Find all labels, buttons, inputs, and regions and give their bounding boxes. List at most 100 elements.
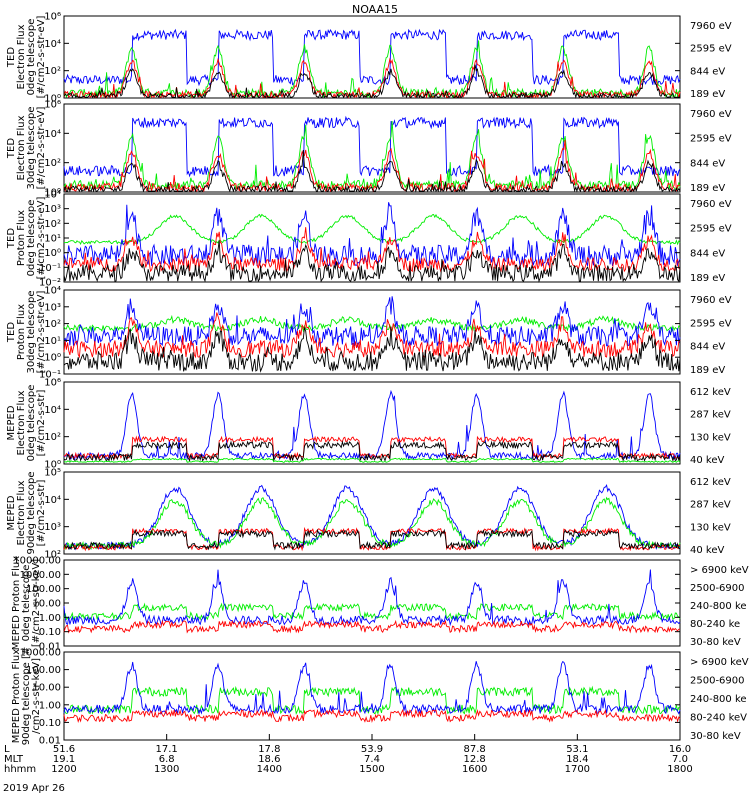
y-axis-label-line: Proton Flux (16, 304, 27, 360)
y-tick-label: 10⁶ (44, 378, 61, 389)
series-traces (63, 569, 681, 634)
legend-entry: 2595 eV (690, 224, 732, 235)
y-axis-label-line: [#/cm2-s-str] (36, 479, 47, 546)
legend-entry: 2595 eV (690, 44, 732, 55)
series-line-green (63, 120, 681, 191)
series-line-blue (63, 569, 681, 627)
y-axis-label-line: TED (6, 228, 17, 249)
y-tick-label: 10² (44, 550, 61, 561)
x-tick-label: 1300 (154, 764, 179, 775)
y-tick-label: 10³ (44, 204, 61, 215)
series-traces (63, 483, 681, 552)
y-axis-label-line: Electron Flux (16, 24, 27, 89)
series-line-red (63, 312, 681, 359)
y-tick-label: 10⁻² (39, 278, 61, 289)
x-tick-label: 1200 (51, 764, 76, 775)
x-tick-label: 18.4 (566, 754, 588, 765)
figure-title: NOAA15 (352, 3, 398, 16)
legend-entry: 130 keV (690, 432, 731, 443)
plot-frame (63, 471, 681, 555)
legend-entry: 40 keV (690, 545, 724, 556)
series-line-green (63, 314, 681, 333)
series-traces (63, 296, 681, 373)
y-tick-label: 10⁴ (44, 405, 61, 416)
legend-entry: 240-800 ke (690, 694, 747, 705)
legend-entry: 7960 eV (690, 199, 732, 210)
y-tick-label: 10² (44, 66, 61, 77)
y-tick-label: 10⁴ (44, 39, 61, 50)
y-tick-label: 10³ (44, 302, 61, 313)
legend-entry: 80-240 keV (690, 713, 747, 724)
x-tick-label: 12.8 (464, 754, 486, 765)
legend-entry: 2500-6900 (690, 583, 745, 594)
y-tick-label: 10⁵ (44, 468, 61, 479)
legend-entry: 80-240 ke (690, 619, 740, 630)
y-axis-label-line: [#/cm2-s-str-keV] (31, 559, 42, 647)
y-axis-label-line: Electron Flux (16, 390, 27, 455)
y-tick-label: 1.00 (39, 613, 61, 624)
y-axis-label-line: [#/cm2-s-str-eV] (36, 16, 47, 99)
x-tick-label: 1700 (565, 764, 590, 775)
y-axis-label-line: Electron Flux (16, 115, 27, 180)
legend-entry: 2595 eV (690, 318, 732, 329)
legend-entry: 7960 eV (690, 295, 732, 306)
y-axis-label-line: [#/cm2-s-str-eV] (36, 197, 47, 280)
plot-frame (63, 381, 681, 465)
legend-entry: 844 eV (690, 66, 725, 77)
y-axis-label-line: 90deg telescope (26, 471, 37, 554)
legend-entry: 287 keV (690, 410, 731, 421)
legend-entry: 189 eV (690, 89, 725, 100)
y-tick-label: 100.00 (26, 584, 61, 595)
legend-entry: 844 eV (690, 248, 725, 259)
x-tick-label: 17.8 (258, 744, 280, 755)
y-axis-label-line: 0deg telescope (21, 565, 32, 642)
y-tick-label: 10⁰ (44, 94, 61, 105)
x-tick-label: 1400 (257, 764, 282, 775)
y-axis-label-line: 30deg telescope (26, 290, 37, 373)
series-line-red (63, 619, 681, 634)
legend-entry: > 6900 keV (690, 657, 749, 668)
y-tick-label: 100.00 (26, 665, 61, 676)
y-axis-label-line: TED (6, 322, 17, 343)
y-tick-label: 10⁰ (44, 460, 61, 471)
y-axis-label: TEDElectron Flux30deg telescope[#/cm2-s-… (6, 106, 47, 189)
x-tick-label: 7.0 (672, 754, 688, 765)
legend-entry: 189 eV (690, 273, 725, 284)
y-axis-label-line: TED (6, 138, 17, 159)
plot-frame (63, 15, 681, 99)
x-row-label: hhmm (4, 764, 36, 775)
y-tick-label: 10000.00 (13, 556, 61, 567)
x-tick-label: 16.0 (669, 744, 691, 755)
plot-frame (63, 559, 681, 647)
series-line-black (63, 528, 681, 551)
y-tick-label: 10⁶ (44, 12, 61, 23)
y-axis-label-line: Electron Flux (16, 480, 27, 545)
y-axis-label-line: 0deg telescope (26, 200, 37, 277)
series-line-red (63, 227, 681, 273)
series-line-red (63, 435, 681, 460)
series-traces (63, 389, 681, 464)
series-line-black (63, 326, 681, 373)
y-tick-label: 0.01 (39, 736, 61, 747)
legend-entry: 40 keV (690, 455, 724, 466)
y-axis-label-line: [#/cm2-s-str] (36, 389, 47, 456)
y-axis-label: MEPED Proton Flux90deg telescope [#/cm2-… (11, 647, 42, 746)
legend-entry: 612 keV (690, 477, 731, 488)
legend-entry: 287 keV (690, 500, 731, 511)
y-tick-label: 10⁰ (44, 188, 61, 199)
y-tick-label: 10.00 (32, 683, 61, 694)
date-label: 2019 Apr 26 (3, 783, 65, 794)
y-tick-label: 10² (44, 432, 61, 443)
y-axis-label-line: MEPED (6, 405, 17, 440)
y-tick-label: 1.00 (39, 700, 61, 711)
series-traces (63, 28, 681, 99)
legend-entry: > 6900 keV (690, 565, 749, 576)
legend-entry: 30-80 keV (690, 731, 741, 742)
y-axis-label: TEDProton Flux30deg telescope[#/cm2-s-st… (6, 290, 47, 373)
legend-entry: 189 eV (690, 365, 725, 376)
